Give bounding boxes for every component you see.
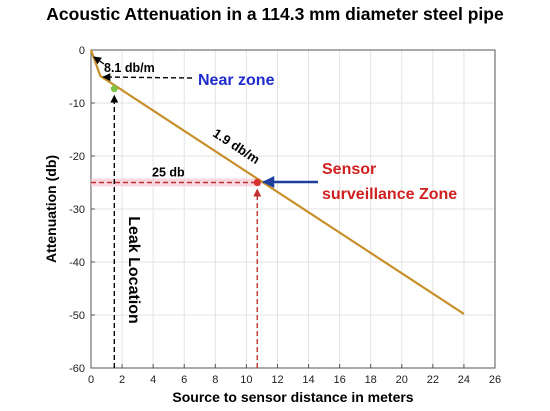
x-tick-label: 22: [427, 374, 439, 386]
x-tick-label: 12: [271, 374, 283, 386]
x-tick-label: 24: [458, 374, 470, 386]
x-tick-label: 4: [150, 374, 156, 386]
y-tick-label: -60: [69, 363, 85, 375]
chart-title: Acoustic Attenuation in a 114.3 mm diame…: [46, 4, 504, 24]
x-tick-label: 0: [88, 374, 94, 386]
x-tick-label: 16: [333, 374, 345, 386]
x-axis-ticks: 0 2 4 6 8 10 12 14 16 18 20 22 24 26: [88, 364, 501, 386]
y-tick-label: 0: [79, 45, 85, 57]
x-axis-label: Source to sensor distance in meters: [172, 389, 413, 405]
x-tick-label: 10: [240, 374, 252, 386]
near-zone-slope-label: 8.1 db/m: [104, 61, 155, 75]
annotation-layer: 8.1 db/m Near zone 1.9 db/m 25 db Leak Locat…: [91, 56, 457, 368]
sensor-zone-label-line2: surveillance Zone: [322, 186, 457, 203]
leak-location-label: Leak Location: [125, 216, 142, 324]
near-zone-arrow: [102, 73, 193, 82]
y-tick-label: -30: [69, 204, 85, 216]
x-tick-label: 2: [119, 374, 125, 386]
level-label: 25 db: [152, 166, 185, 180]
x-tick-label: 18: [365, 374, 377, 386]
x-tick-label: 6: [181, 374, 187, 386]
marker-layer: [110, 85, 261, 187]
y-axis-label: Attenuation (db): [43, 155, 59, 263]
main-slope-label: 1.9 db/m: [210, 126, 262, 167]
sensor-zone-label-line1: Sensor: [322, 161, 376, 178]
y-tick-label: -20: [69, 151, 85, 163]
x-tick-label: 14: [302, 374, 314, 386]
y-axis-ticks: 0 -10 -20 -30 -40 -50 -60: [69, 45, 95, 375]
x-tick-label: 26: [489, 374, 501, 386]
near-zone-slope-arrow: [93, 56, 105, 65]
x-tick-label: 8: [212, 374, 218, 386]
grid-lines: [90, 49, 496, 369]
y-tick-label: -50: [69, 310, 85, 322]
sensor-point-marker: [253, 178, 261, 187]
near-zone-label: Near zone: [198, 72, 275, 89]
x-tick-label: 20: [396, 374, 408, 386]
leak-point-marker: [110, 85, 118, 93]
level-highlight-band: [91, 178, 262, 187]
y-tick-label: -40: [69, 257, 85, 269]
y-tick-label: -10: [69, 98, 85, 110]
